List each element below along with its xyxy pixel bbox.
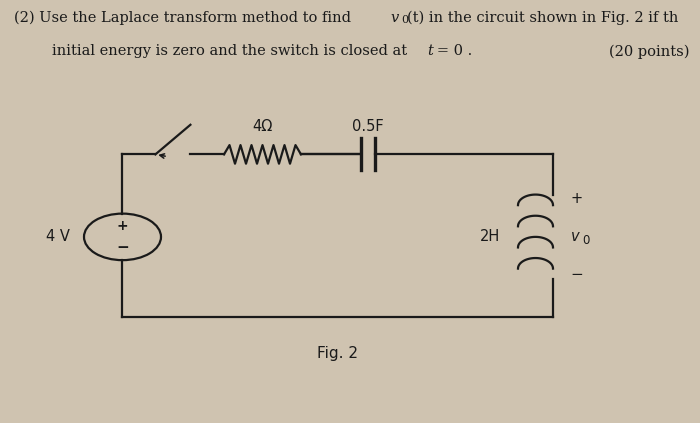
Text: +: +: [570, 191, 582, 206]
Text: 4 V: 4 V: [46, 229, 70, 244]
Text: 0: 0: [582, 234, 590, 247]
Text: 0: 0: [401, 15, 408, 25]
Text: Fig. 2: Fig. 2: [317, 346, 358, 361]
Text: t: t: [428, 44, 433, 58]
Text: v: v: [391, 11, 399, 25]
Text: −: −: [116, 240, 129, 255]
Text: initial energy is zero and the switch is closed at: initial energy is zero and the switch is…: [52, 44, 410, 58]
Text: 2H: 2H: [480, 229, 500, 244]
Text: (t) in the circuit shown in Fig. 2 if th: (t) in the circuit shown in Fig. 2 if th: [407, 11, 678, 25]
Text: +: +: [117, 220, 128, 233]
Text: = 0 .: = 0 .: [434, 44, 473, 58]
Text: v: v: [570, 229, 579, 244]
Text: 0.5F: 0.5F: [351, 119, 384, 135]
Text: −: −: [570, 267, 583, 283]
Text: 4Ω: 4Ω: [253, 119, 272, 135]
Text: (20 points): (20 points): [609, 44, 690, 59]
Text: (2) Use the Laplace transform method to find: (2) Use the Laplace transform method to …: [14, 11, 356, 25]
